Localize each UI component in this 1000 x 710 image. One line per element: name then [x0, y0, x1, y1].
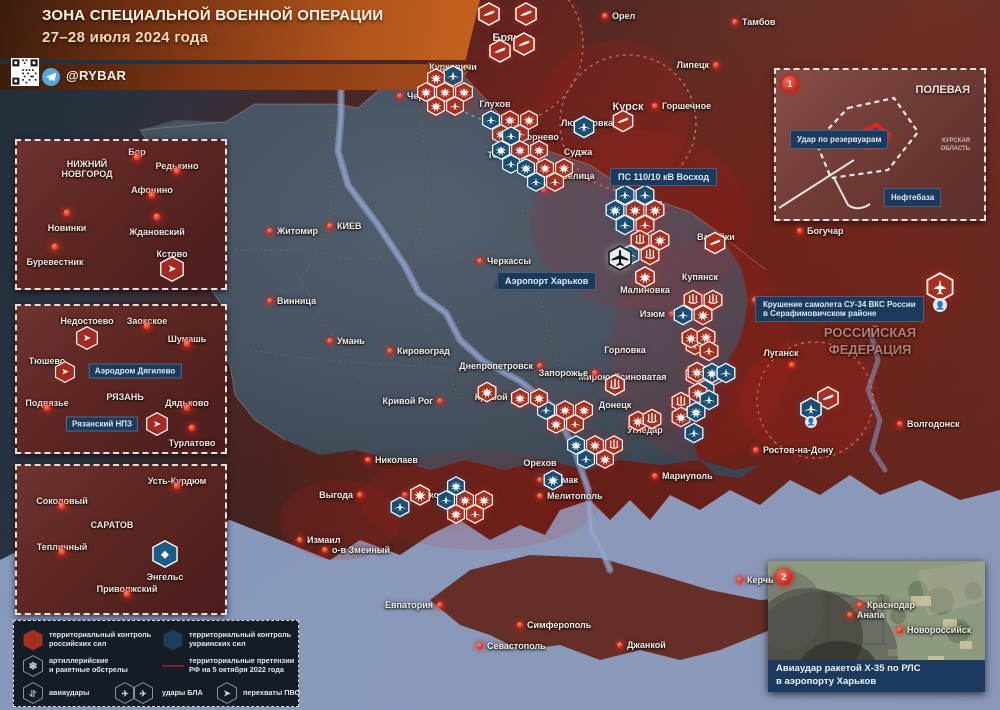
svg-text:⥯: ⥯ [28, 689, 38, 699]
svg-text:➤: ➤ [83, 333, 91, 344]
svg-text:➤: ➤ [224, 688, 231, 698]
svg-text:◆: ◆ [161, 548, 170, 560]
svg-text:➤: ➤ [61, 367, 69, 377]
svg-text:✈: ✈ [140, 689, 147, 699]
svg-text:➤: ➤ [153, 419, 161, 430]
svg-text:✈: ✈ [122, 689, 129, 699]
svg-text:➤: ➤ [168, 264, 177, 275]
svg-text:❄: ❄ [29, 660, 38, 672]
